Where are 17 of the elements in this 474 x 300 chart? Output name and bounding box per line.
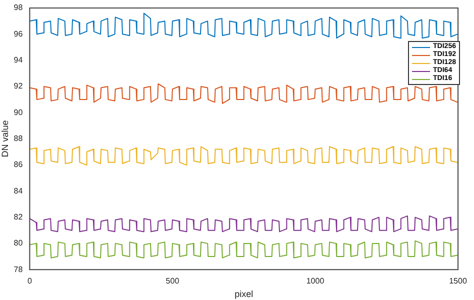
y-tick-label: 92: [14, 82, 24, 91]
y-tick-label: 98: [14, 3, 24, 12]
y-tick-label: 90: [14, 108, 24, 117]
y-tick-label: 84: [14, 186, 24, 196]
y-tick-label: 88: [14, 134, 24, 144]
x-tick-label: 0: [27, 276, 32, 286]
x-axis-title: pixel: [234, 289, 254, 300]
x-tick-label: 1000: [306, 276, 325, 286]
y-tick-label: 80: [14, 238, 24, 248]
y-tick-label: 86: [14, 160, 24, 170]
y-tick-label: 82: [14, 212, 24, 222]
y-tick-label: 94: [14, 56, 24, 65]
x-tick-label: 500: [166, 276, 180, 286]
y-axis-title: DN value: [0, 120, 10, 158]
y-tick-label: 96: [14, 29, 24, 38]
y-tick-label: 78: [14, 264, 24, 274]
x-tick-label: 1500: [449, 276, 468, 286]
